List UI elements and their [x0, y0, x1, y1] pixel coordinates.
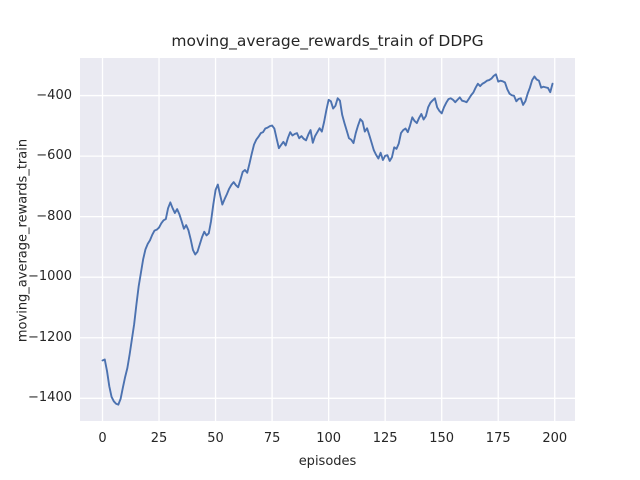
x-tick-label: 75: [263, 431, 281, 446]
x-tick-label: 25: [150, 431, 168, 446]
x-tick-label: 150: [429, 431, 455, 446]
chart-title: moving_average_rewards_train of DDPG: [171, 32, 484, 50]
x-axis-label: episodes: [298, 454, 357, 469]
x-tick-label: 50: [207, 431, 224, 446]
x-tick-label: 175: [485, 431, 511, 446]
y-tick-label: −800: [36, 208, 72, 224]
series-line: [101, 73, 554, 406]
line-chart: [80, 58, 575, 421]
x-tick-label: 125: [372, 431, 398, 446]
x-tick-label: 100: [316, 431, 342, 446]
x-tick-label: 200: [542, 431, 568, 446]
plot-area: [80, 58, 575, 421]
y-tick-label: −600: [36, 148, 72, 164]
y-tick-label: −1000: [28, 269, 72, 285]
y-tick-label: −1400: [28, 390, 72, 406]
y-tick-label: −400: [36, 87, 72, 103]
x-tick-label: 0: [98, 431, 107, 446]
y-tick-label: −1200: [28, 329, 72, 345]
